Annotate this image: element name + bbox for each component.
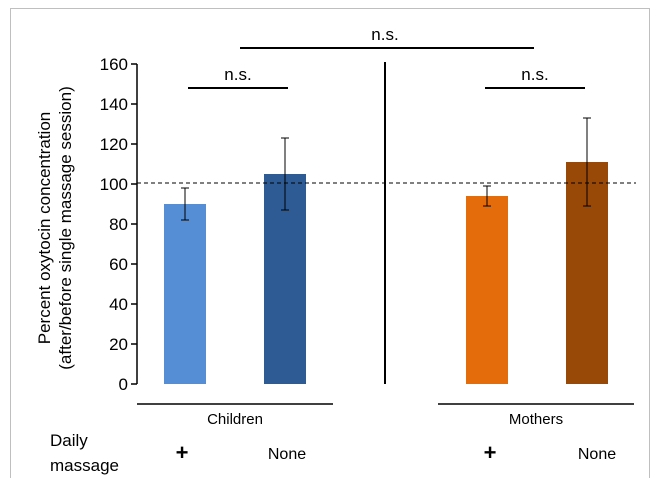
bar-mothers-daily bbox=[466, 196, 508, 384]
y-tick-label: 140 bbox=[100, 95, 128, 114]
sig-label-children: n.s. bbox=[224, 65, 251, 84]
y-tick-labels: 0 20 40 60 80 100 120 140 160 bbox=[100, 55, 128, 394]
error-bars bbox=[181, 117, 591, 221]
y-axis bbox=[131, 63, 138, 385]
daily-massage-mothers-none: None bbox=[578, 446, 616, 463]
y-tick-label: 40 bbox=[109, 295, 128, 314]
sig-label-groups: n.s. bbox=[371, 25, 398, 44]
y-tick-label: 160 bbox=[100, 55, 128, 74]
daily-massage-children-none: None bbox=[268, 446, 306, 463]
bar-children-daily bbox=[164, 204, 206, 384]
sig-label-mothers: n.s. bbox=[521, 65, 548, 84]
group-label-mothers: Mothers bbox=[509, 411, 563, 428]
y-tick-label: 60 bbox=[109, 255, 128, 274]
y-tick-label: 20 bbox=[109, 335, 128, 354]
y-tick-label: 120 bbox=[100, 135, 128, 154]
bars bbox=[164, 162, 608, 384]
y-tick-label: 100 bbox=[100, 175, 128, 194]
daily-massage-children-plus: + bbox=[176, 440, 189, 465]
y-tick-label: 0 bbox=[119, 375, 128, 394]
y-axis-label-line1: Percent oxytocin concentration bbox=[35, 112, 54, 344]
group-label-children: Children bbox=[207, 411, 263, 428]
row-label-line1: Daily bbox=[50, 431, 88, 450]
daily-massage-mothers-plus: + bbox=[484, 440, 497, 465]
figure-frame bbox=[10, 8, 650, 478]
y-tick-label: 80 bbox=[109, 215, 128, 234]
row-label-line2: massage bbox=[50, 456, 119, 475]
y-axis-label-line2: (after/before single massage session) bbox=[56, 86, 75, 369]
